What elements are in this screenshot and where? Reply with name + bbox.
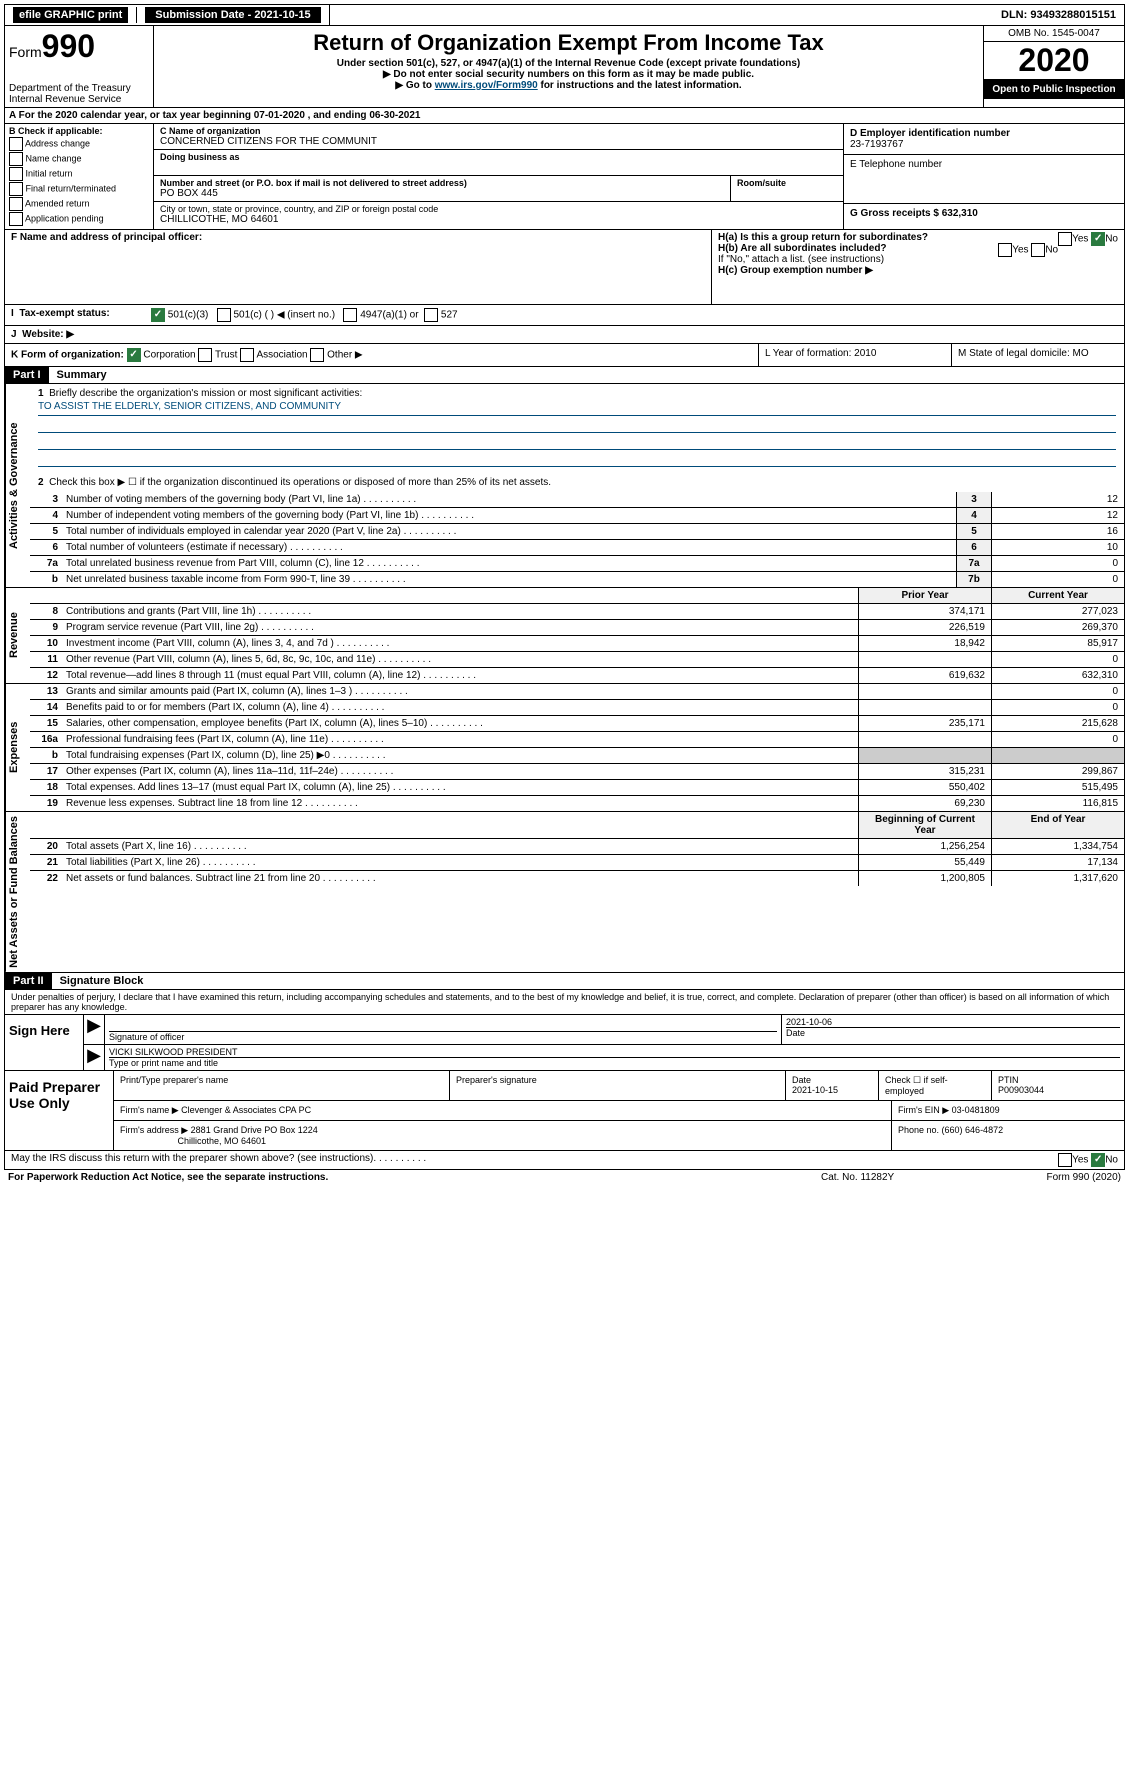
sign-here: Sign Here ▶ Signature of officer 2021-10… xyxy=(4,1015,1125,1071)
org-city: CHILLICOTHE, MO 64601 xyxy=(160,214,837,225)
section-d: D Employer identification number 23-7193… xyxy=(843,124,1124,229)
section-c: C Name of organization CONCERNED CITIZEN… xyxy=(154,124,843,229)
part2-header: Part II Signature Block xyxy=(4,973,1125,990)
section-f-h: F Name and address of principal officer:… xyxy=(4,230,1125,305)
ein: 23-7193767 xyxy=(850,139,1118,150)
firm-phone: Phone no. (660) 646-4872 xyxy=(892,1121,1124,1150)
section-a: A For the 2020 calendar year, or tax yea… xyxy=(4,108,1125,124)
irs-link[interactable]: www.irs.gov/Form990 xyxy=(435,80,538,91)
dept-label: Department of the Treasury xyxy=(9,83,149,94)
section-klm: K Form of organization: ✓ Corporation Tr… xyxy=(4,344,1125,367)
checkbox-name[interactable] xyxy=(9,152,23,166)
checkbox-final[interactable] xyxy=(9,182,23,196)
hb-no[interactable] xyxy=(1031,243,1045,257)
sign-date: 2021-10-06 xyxy=(786,1017,1120,1028)
checkbox-addr[interactable] xyxy=(9,137,23,151)
form-label: Form xyxy=(9,44,42,60)
dln: DLN: 93493288015151 xyxy=(993,7,1124,23)
year-formation: L Year of formation: 2010 xyxy=(759,344,952,366)
tax-year: 2020 xyxy=(984,42,1124,80)
paid-preparer: Paid Preparer Use Only Print/Type prepar… xyxy=(4,1071,1125,1151)
submission-date: Submission Date - 2021-10-15 xyxy=(145,7,320,23)
prep-date: 2021-10-15 xyxy=(792,1085,838,1095)
mission-text: TO ASSIST THE ELDERLY, SENIOR CITIZENS, … xyxy=(38,401,1116,416)
form-corp[interactable]: ✓ xyxy=(127,348,141,362)
org-name: CONCERNED CITIZENS FOR THE COMMUNIT xyxy=(160,136,837,147)
discuss-yes[interactable] xyxy=(1058,1153,1072,1167)
ha-yes[interactable] xyxy=(1058,232,1072,246)
gross-receipts: G Gross receipts $ 632,310 xyxy=(844,204,1124,223)
top-bar: efile GRAPHIC print Submission Date - 20… xyxy=(4,4,1125,26)
part1-header: Part I Summary xyxy=(4,367,1125,384)
form-title: Return of Organization Exempt From Incom… xyxy=(162,30,975,56)
omb-number: OMB No. 1545-0047 xyxy=(984,26,1124,42)
section-bcd: B Check if applicable: Address change Na… xyxy=(4,124,1125,230)
status-4947[interactable] xyxy=(343,308,357,322)
ha-no[interactable]: ✓ xyxy=(1091,232,1105,246)
open-inspection: Open to Public Inspection xyxy=(984,80,1124,99)
form-number: 990 xyxy=(42,28,95,64)
hb-yes[interactable] xyxy=(998,243,1012,257)
firm-ein: Firm's EIN ▶ 03-0481809 xyxy=(892,1101,1124,1120)
form-header: Form990 Department of the Treasury Inter… xyxy=(4,26,1125,108)
footer: For Paperwork Reduction Act Notice, see … xyxy=(4,1170,1125,1185)
website-row: J Website: ▶ xyxy=(4,326,1125,344)
revenue-section: Revenue Prior Year Current Year 8Contrib… xyxy=(4,588,1125,684)
irs-label: Internal Revenue Service xyxy=(9,94,149,105)
discuss-no[interactable]: ✓ xyxy=(1091,1153,1105,1167)
state-domicile: M State of legal domicile: MO xyxy=(952,344,1124,366)
checkbox-initial[interactable] xyxy=(9,167,23,181)
ptin: P00903044 xyxy=(998,1085,1044,1095)
netassets-section: Net Assets or Fund Balances Beginning of… xyxy=(4,812,1125,973)
note-ssn: ▶ Do not enter social security numbers o… xyxy=(162,69,975,80)
checkbox-amended[interactable] xyxy=(9,197,23,211)
form-assoc[interactable] xyxy=(240,348,254,362)
status-501c3[interactable]: ✓ xyxy=(151,308,165,322)
efile-link[interactable]: efile GRAPHIC print xyxy=(5,7,137,23)
status-501c[interactable] xyxy=(217,308,231,322)
firm-name: Clevenger & Associates CPA PC xyxy=(181,1105,311,1115)
form-trust[interactable] xyxy=(198,348,212,362)
discuss-row: May the IRS discuss this return with the… xyxy=(4,1151,1125,1170)
phone-label: E Telephone number xyxy=(850,159,1118,170)
form-subtitle: Under section 501(c), 527, or 4947(a)(1)… xyxy=(162,58,975,69)
perjury-text: Under penalties of perjury, I declare th… xyxy=(4,990,1125,1015)
status-527[interactable] xyxy=(424,308,438,322)
checkbox-pending[interactable] xyxy=(9,212,23,226)
section-b: B Check if applicable: Address change Na… xyxy=(5,124,154,229)
form-other[interactable] xyxy=(310,348,324,362)
officer-name: VICKI SILKWOOD PRESIDENT xyxy=(109,1047,1120,1058)
org-address: PO BOX 445 xyxy=(160,188,724,199)
tax-status-row: I Tax-exempt status: ✓ 501(c)(3) 501(c) … xyxy=(4,305,1125,326)
governance-section: Activities & Governance 1 Briefly descri… xyxy=(4,384,1125,588)
expenses-section: Expenses 13Grants and similar amounts pa… xyxy=(4,684,1125,812)
